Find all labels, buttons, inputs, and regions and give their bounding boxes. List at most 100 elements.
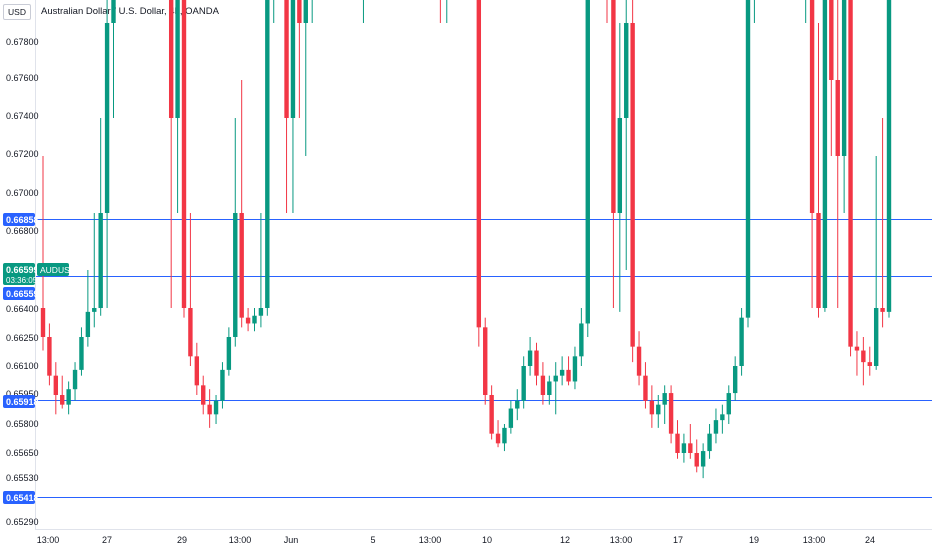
- candle-body: [79, 337, 84, 370]
- candle-body: [508, 408, 514, 428]
- price-tick: 0.65650: [6, 448, 39, 458]
- candle-body: [245, 317, 251, 324]
- candle-body: [880, 308, 885, 312]
- time-tick: 13:00: [419, 535, 442, 545]
- price-tick: 0.66400: [6, 304, 39, 314]
- price-tick: 0.66800: [6, 226, 39, 236]
- candle-body: [239, 213, 244, 318]
- candle-body: [656, 404, 661, 415]
- candle-body: [489, 395, 494, 434]
- symbol-label-text: AUDUSD: [40, 265, 76, 275]
- candle-body: [630, 23, 635, 347]
- candle-body: [835, 80, 840, 156]
- candle-body: [816, 213, 821, 308]
- candle-body: [207, 404, 212, 415]
- candle-body: [483, 327, 488, 395]
- price-tick: 0.66100: [6, 361, 39, 371]
- price-tick: 0.65530: [6, 473, 39, 483]
- candle-body: [104, 23, 110, 213]
- candle-body: [85, 311, 91, 337]
- time-tick: 17: [673, 535, 683, 545]
- candle-body: [822, 0, 828, 308]
- candle-body: [181, 0, 187, 308]
- level-label-text: 0.66858: [6, 215, 39, 225]
- candle-body: [194, 356, 200, 386]
- price-tick: 0.65800: [6, 419, 39, 429]
- candle-body: [694, 453, 699, 467]
- candle-body: [220, 369, 225, 401]
- price-axis[interactable]: 0.67800 0.67600 0.67400 0.67200 0.67000 …: [6, 37, 39, 527]
- candle-body: [547, 381, 552, 395]
- candle-body: [585, 0, 590, 324]
- candle-body: [47, 337, 52, 376]
- candle-body: [40, 308, 46, 337]
- level-label: 0.66559: [3, 287, 39, 300]
- price-tick: 0.65950: [6, 389, 39, 399]
- price-tick: 0.67600: [6, 73, 39, 83]
- candle-body: [829, 0, 834, 80]
- candle-body: [495, 433, 501, 444]
- candle-body: [707, 433, 712, 452]
- price-tick: 0.67400: [6, 111, 39, 121]
- candle-body: [534, 350, 539, 376]
- level-label: 0.65418: [3, 491, 39, 504]
- candle-body: [745, 0, 751, 318]
- time-tick: 24: [865, 535, 875, 545]
- price-tick: 0.67000: [6, 188, 39, 198]
- candle-body: [175, 0, 180, 118]
- candle-body: [540, 375, 546, 395]
- candle-body: [111, 0, 116, 23]
- candle-body: [624, 23, 629, 118]
- time-tick: 27: [102, 535, 112, 545]
- candle-body: [284, 0, 289, 118]
- candle-body: [502, 427, 507, 444]
- time-tick: 12: [560, 535, 570, 545]
- candle-body: [726, 393, 731, 415]
- candle-body: [809, 0, 815, 213]
- candle-body: [681, 443, 687, 453]
- candle-body: [297, 0, 302, 23]
- candle-body: [252, 315, 257, 324]
- candle-body: [675, 433, 680, 453]
- candles: [40, 0, 892, 479]
- candle-body: [713, 420, 719, 434]
- candle-body: [168, 0, 174, 118]
- candle-body: [233, 213, 238, 337]
- candle-body: [873, 308, 879, 366]
- candle-body: [861, 350, 866, 363]
- price-tick: 0.67200: [6, 149, 39, 159]
- time-tick: 29: [177, 535, 187, 545]
- candle-body: [213, 400, 219, 415]
- current-price-label: 0.66599 03:36:05: [3, 263, 39, 285]
- candle-body: [265, 0, 270, 308]
- candle-body: [662, 393, 667, 405]
- time-axis[interactable]: 13:00 27 29 13:00 Jun 5 13:00 10 12 13:0…: [37, 535, 875, 545]
- candle-body: [92, 308, 97, 312]
- candle-body: [515, 400, 520, 409]
- level-label-text: 0.65918: [6, 397, 39, 407]
- candle-body: [739, 317, 744, 366]
- chart-title: Australian Dollar / U.S. Dollar, 4h, OAN…: [41, 6, 220, 17]
- candle-body: [201, 385, 206, 405]
- price-tick: 0.65290: [6, 517, 39, 527]
- candle-body: [72, 369, 78, 390]
- candle-body: [290, 0, 296, 118]
- time-tick: Jun: [284, 535, 299, 545]
- time-tick: 13:00: [803, 535, 826, 545]
- time-tick: 13:00: [37, 535, 60, 545]
- candle-body: [732, 366, 738, 394]
- candle-body: [476, 0, 482, 328]
- candle-body: [643, 375, 648, 401]
- candle-body: [226, 337, 232, 370]
- candle-body: [303, 0, 308, 23]
- time-tick: 13:00: [229, 535, 252, 545]
- price-tick: 0.66250: [6, 333, 39, 343]
- candle-body: [258, 308, 264, 316]
- currency-button[interactable]: USD: [3, 4, 31, 20]
- level-label: 0.65918: [3, 395, 39, 408]
- level-label: 0.66858: [3, 213, 39, 226]
- candle-body: [636, 346, 642, 376]
- candle-body: [886, 0, 892, 312]
- candle-body: [559, 369, 565, 376]
